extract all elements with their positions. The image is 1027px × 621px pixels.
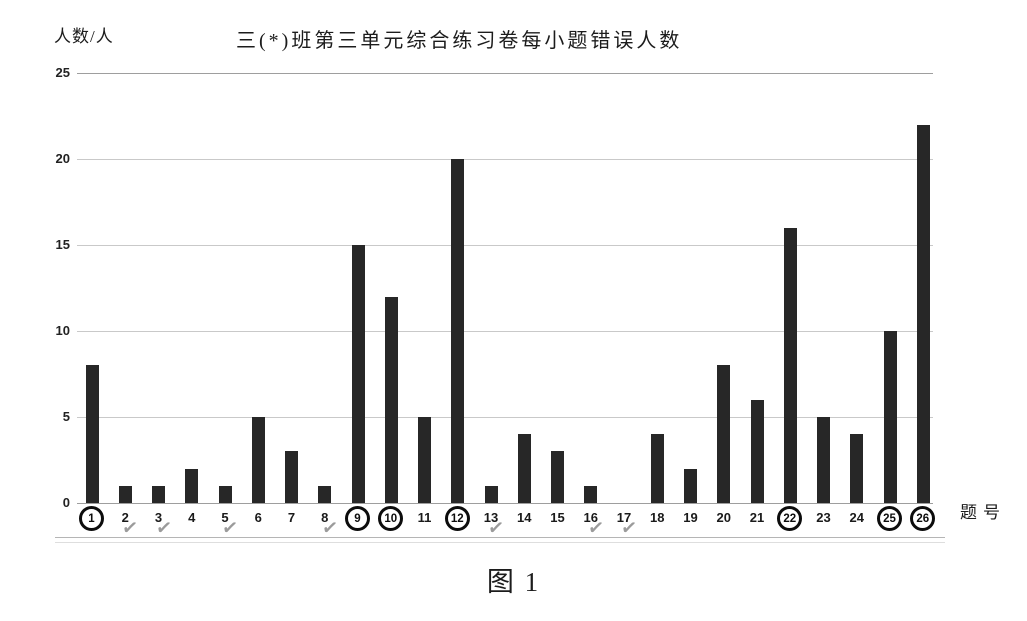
gridline-y-10 bbox=[77, 331, 933, 332]
checkmark-question-2: ✓ bbox=[120, 516, 140, 541]
bar-question-22 bbox=[783, 227, 797, 503]
bar-question-8 bbox=[318, 485, 332, 503]
x-label-20: 20 bbox=[716, 510, 731, 525]
bar-question-25 bbox=[883, 331, 897, 503]
bar-question-2 bbox=[118, 485, 132, 503]
y-tick-label-0: 0 bbox=[62, 495, 70, 510]
bar-question-12 bbox=[451, 159, 465, 503]
figure-caption: 图 1 bbox=[486, 567, 541, 597]
y-tick-label-25: 25 bbox=[55, 65, 70, 80]
x-label-5: 5 bbox=[221, 510, 229, 525]
bar-question-18 bbox=[650, 434, 664, 503]
bar-question-7 bbox=[285, 451, 298, 503]
y-axis-unit-label: 人数/人 bbox=[54, 27, 114, 46]
x-label-2: 2 bbox=[121, 510, 129, 525]
bar-question-9 bbox=[351, 245, 365, 503]
bar-question-1 bbox=[85, 365, 99, 503]
checkmark-question-3: ✓ bbox=[154, 516, 173, 541]
x-label-23: 23 bbox=[816, 510, 831, 525]
bar-question-23 bbox=[817, 417, 830, 503]
x-label-4: 4 bbox=[188, 510, 196, 525]
checkmark-question-17: ✓ bbox=[619, 516, 639, 541]
bar-question-4 bbox=[185, 468, 199, 503]
checkmark-question-13: ✓ bbox=[486, 516, 506, 541]
x-label-16: 16 bbox=[583, 510, 598, 525]
axis-underline bbox=[55, 537, 945, 538]
y-tick-label-15: 15 bbox=[55, 237, 70, 252]
x-label-11: 11 bbox=[417, 510, 432, 525]
bar-question-16 bbox=[584, 485, 598, 503]
axis-underline-shadow bbox=[55, 542, 945, 543]
checkmark-question-16: ✓ bbox=[586, 516, 606, 541]
gridline-y-15 bbox=[77, 245, 933, 246]
x-label-18: 18 bbox=[650, 510, 665, 525]
chart-title: 三(*)班第三单元综合练习卷每小题错误人数 bbox=[236, 30, 683, 52]
x-label-7: 7 bbox=[287, 510, 296, 525]
gridline-y-5 bbox=[77, 417, 933, 418]
x-label-15: 15 bbox=[550, 510, 565, 525]
x-axis-title: 题号 bbox=[960, 503, 1006, 522]
circled-x-label-1: 1 bbox=[79, 506, 104, 531]
circled-x-label-12: 12 bbox=[444, 506, 470, 531]
circled-x-label-22: 22 bbox=[777, 506, 803, 531]
bar-question-10 bbox=[384, 296, 398, 503]
x-label-24: 24 bbox=[849, 510, 864, 525]
bar-question-3 bbox=[152, 485, 165, 503]
bar-question-26 bbox=[916, 124, 930, 503]
x-label-3: 3 bbox=[154, 510, 163, 525]
y-tick-label-5: 5 bbox=[62, 409, 70, 424]
bar-question-6 bbox=[251, 417, 265, 503]
gridline-y-20 bbox=[77, 159, 933, 160]
bar-question-15 bbox=[551, 451, 564, 503]
gridline-y-25 bbox=[77, 73, 933, 74]
bar-question-24 bbox=[850, 434, 864, 503]
bar-question-13 bbox=[484, 485, 498, 503]
checkmark-question-8: ✓ bbox=[320, 516, 340, 541]
bar-question-5 bbox=[218, 485, 232, 503]
circled-x-label-25: 25 bbox=[877, 506, 902, 531]
circled-x-label-9: 9 bbox=[345, 506, 370, 531]
x-label-13: 13 bbox=[483, 510, 499, 525]
y-tick-label-10: 10 bbox=[55, 323, 70, 338]
bar-question-20 bbox=[717, 365, 731, 503]
y-tick-label-20: 20 bbox=[55, 151, 70, 166]
bar-question-19 bbox=[684, 468, 697, 503]
checkmark-question-5: ✓ bbox=[220, 516, 240, 541]
bar-question-21 bbox=[750, 399, 764, 503]
bar-question-11 bbox=[418, 417, 431, 503]
circled-x-label-10: 10 bbox=[378, 506, 404, 531]
x-label-19: 19 bbox=[683, 510, 698, 525]
x-label-8: 8 bbox=[321, 510, 329, 525]
x-label-14: 14 bbox=[517, 510, 532, 525]
x-label-17: 17 bbox=[616, 510, 632, 525]
x-label-21: 21 bbox=[749, 510, 765, 525]
circled-x-label-26: 26 bbox=[910, 506, 936, 531]
x-label-6: 6 bbox=[254, 510, 262, 525]
gridline-y-0 bbox=[77, 503, 933, 504]
bar-question-14 bbox=[517, 434, 531, 503]
